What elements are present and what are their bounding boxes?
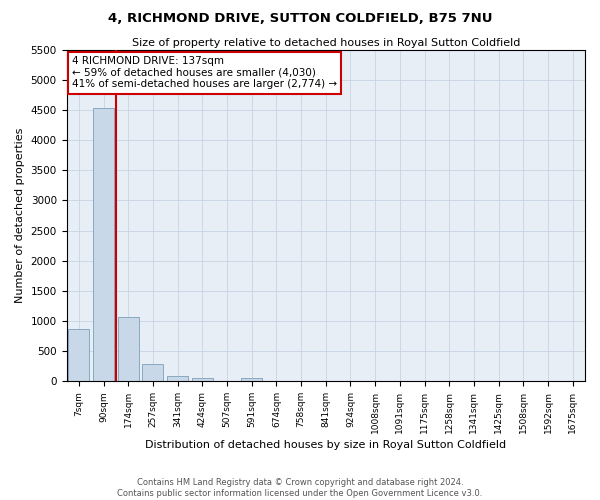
Text: Contains HM Land Registry data © Crown copyright and database right 2024.
Contai: Contains HM Land Registry data © Crown c… <box>118 478 482 498</box>
Bar <box>93 108 114 381</box>
Bar <box>68 329 89 381</box>
Text: 4, RICHMOND DRIVE, SUTTON COLDFIELD, B75 7NU: 4, RICHMOND DRIVE, SUTTON COLDFIELD, B75… <box>108 12 492 26</box>
Bar <box>118 318 139 381</box>
Bar <box>167 376 188 381</box>
Title: Size of property relative to detached houses in Royal Sutton Coldfield: Size of property relative to detached ho… <box>131 38 520 48</box>
Bar <box>192 378 213 381</box>
Bar <box>241 378 262 381</box>
Y-axis label: Number of detached properties: Number of detached properties <box>15 128 25 303</box>
X-axis label: Distribution of detached houses by size in Royal Sutton Coldfield: Distribution of detached houses by size … <box>145 440 506 450</box>
Text: 4 RICHMOND DRIVE: 137sqm
← 59% of detached houses are smaller (4,030)
41% of sem: 4 RICHMOND DRIVE: 137sqm ← 59% of detach… <box>72 56 337 90</box>
Bar <box>142 364 163 381</box>
